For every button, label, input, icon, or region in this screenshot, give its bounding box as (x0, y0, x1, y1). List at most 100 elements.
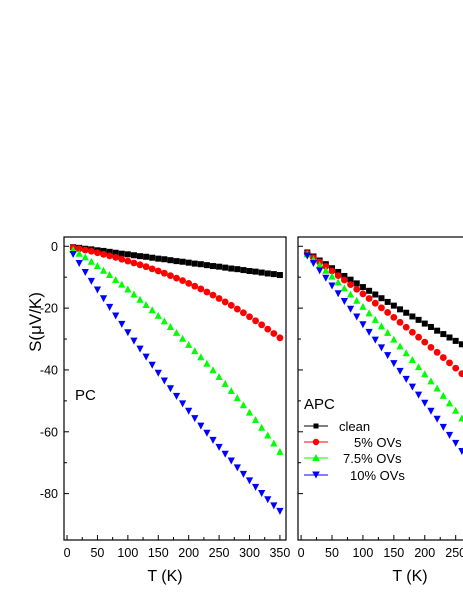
series-5-ovs (69, 244, 284, 342)
data-point (340, 276, 348, 284)
data-point (167, 272, 174, 280)
y-tick-label: 0 (51, 240, 58, 254)
data-point (276, 334, 284, 342)
data-point (403, 309, 410, 316)
series-5-ovs (303, 249, 463, 378)
data-point (353, 313, 361, 321)
data-point (439, 354, 447, 361)
data-point (148, 306, 156, 314)
data-point (258, 423, 266, 431)
data-point (112, 249, 119, 256)
data-point (427, 343, 435, 351)
data-point (143, 253, 150, 260)
data-point (402, 323, 410, 331)
data-point (371, 299, 379, 307)
y-tick-label: -20 (40, 302, 58, 316)
data-point (427, 407, 435, 415)
data-point (234, 266, 241, 273)
data-point (427, 323, 434, 330)
data-point (173, 274, 180, 282)
data-point (94, 249, 101, 257)
data-point (172, 392, 181, 400)
data-point (154, 267, 162, 275)
panel-label-apc: APC (304, 396, 335, 413)
data-point (439, 391, 447, 399)
data-point (185, 407, 193, 415)
data-point (258, 269, 265, 276)
y-tick-group-apc (298, 245, 303, 495)
data-point (118, 320, 126, 328)
plot-frame-pc (63, 236, 287, 541)
data-point (276, 447, 284, 455)
data-point (458, 414, 463, 422)
data-point (130, 252, 137, 259)
data-point (397, 306, 404, 313)
data-point (106, 271, 114, 279)
data-point (185, 259, 192, 266)
data-point (334, 290, 342, 298)
data-point (390, 313, 398, 321)
data-point (252, 317, 259, 325)
data-point (222, 264, 229, 271)
data-point (173, 258, 180, 265)
data-point (137, 253, 144, 260)
data-point (142, 301, 150, 309)
data-point (433, 384, 441, 392)
y-axis-label: S(μV/K) (26, 292, 45, 352)
data-point (303, 252, 311, 260)
data-point (191, 282, 199, 290)
data-point (221, 379, 229, 387)
legend-label-clean: clean (339, 419, 370, 434)
data-point (378, 295, 385, 302)
panel-pc: 0 -20 -40 -60 -80 0 50 100 150 200 250 300 350 PC T… (40, 236, 290, 585)
data-point (191, 347, 199, 355)
data-point (452, 439, 460, 447)
legend-entry-clean: clean (304, 419, 370, 434)
data-point (316, 261, 324, 269)
panel-label-pc: PC (75, 387, 96, 404)
data-point (258, 490, 266, 498)
y-tick-label: -80 (40, 487, 58, 501)
data-point (216, 263, 223, 270)
x-axis-label-apc: T (K) (392, 568, 427, 585)
data-point (130, 337, 138, 345)
data-point (179, 400, 187, 408)
data-point (414, 363, 423, 371)
data-point (396, 367, 404, 375)
data-point (340, 298, 348, 306)
data-point (408, 356, 416, 364)
data-point (402, 375, 410, 383)
data-point (334, 278, 342, 286)
data-point (240, 267, 247, 274)
data-point (93, 286, 102, 294)
data-point (154, 311, 162, 319)
data-point (203, 262, 210, 269)
data-point (99, 266, 108, 274)
data-point (446, 334, 453, 341)
data-point (276, 272, 283, 279)
data-point (372, 291, 379, 298)
data-point (458, 370, 463, 378)
data-point (179, 334, 187, 342)
data-point (258, 321, 266, 329)
legend-entry-7-5pct: 7.5% OVs (304, 451, 402, 466)
data-point (154, 369, 162, 377)
data-point (414, 391, 423, 399)
x-tick-label: 300 (239, 546, 260, 560)
data-point (210, 263, 217, 270)
data-point (197, 353, 205, 361)
data-point (233, 464, 241, 472)
data-point (197, 261, 204, 268)
data-point (322, 266, 330, 274)
data-point (118, 255, 126, 263)
x-tick-label: 0 (298, 546, 305, 560)
data-point (112, 275, 120, 283)
data-point (458, 447, 463, 455)
data-point (353, 296, 361, 304)
data-point (75, 259, 83, 267)
data-point (209, 436, 217, 444)
legend-entry-5pct: 5% OVs (304, 435, 402, 450)
series-10-ovs (69, 251, 284, 515)
data-point (384, 328, 392, 336)
